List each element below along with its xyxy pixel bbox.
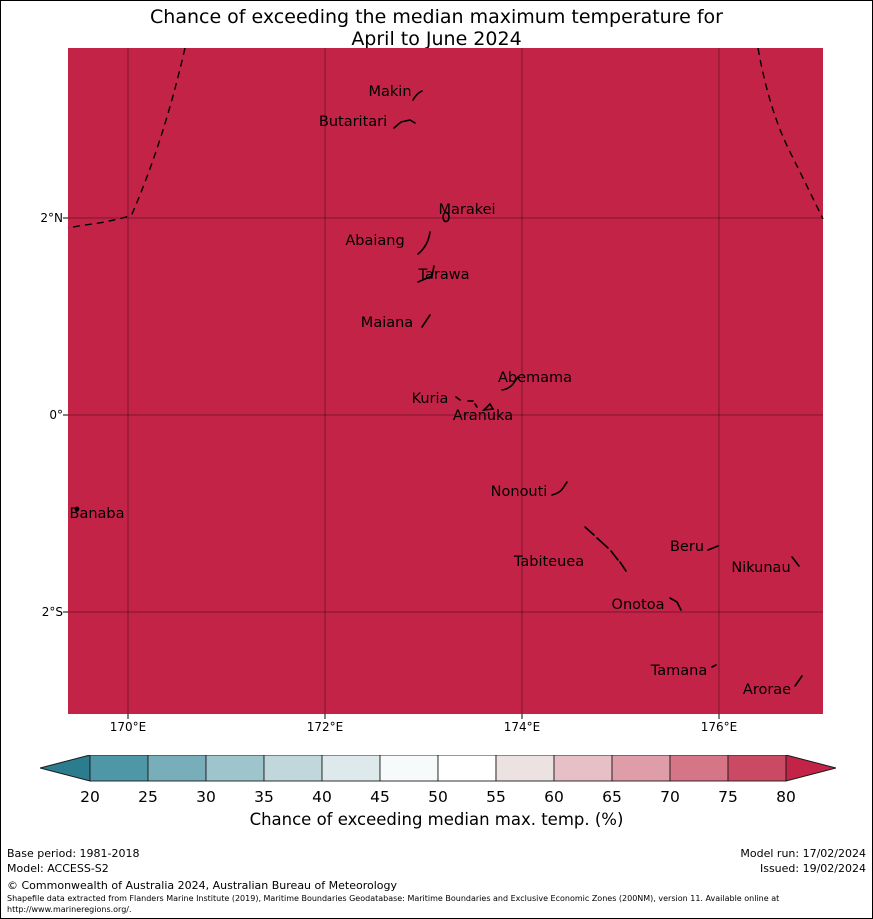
colorbar-tick-55: 55 <box>486 788 506 806</box>
colorbar-cell-50-55 <box>437 754 497 782</box>
island-shape-marakei <box>442 211 450 223</box>
lat-label-2n: 2°N <box>40 211 63 225</box>
colorbar-tick-30: 30 <box>196 788 216 806</box>
eez-boundary-west <box>67 47 186 229</box>
island-shape-kuria <box>455 396 478 408</box>
island-label-tamana: Tamana <box>650 663 708 679</box>
colorbar-cell-60-65 <box>553 754 613 782</box>
model-run-text: Model run: 17/02/2024 <box>740 847 866 860</box>
island-shape-beru <box>707 545 719 551</box>
colorbar-tick-75: 75 <box>718 788 738 806</box>
island-shapes <box>74 90 803 687</box>
island-label-abaiang: Abaiang <box>345 233 405 249</box>
footer-right-meta: Model run: 17/02/2024 Issued: 19/02/2024 <box>740 846 866 876</box>
base-period-text: Base period: 1981-2018 <box>7 847 140 860</box>
colorbar-cell-55-60 <box>495 754 555 782</box>
colorbar-cell-20-25 <box>89 754 149 782</box>
island-label-butaritari: Butaritari <box>318 114 388 130</box>
colorbar-cell-40-45 <box>321 754 381 782</box>
colorbar-tick-50: 50 <box>428 788 448 806</box>
colorbar-cell-45-50 <box>379 754 439 782</box>
island-shape-tarawa <box>417 265 435 283</box>
colorbar-cell-30-35 <box>205 754 265 782</box>
lon-label-176e: 176°E <box>700 720 738 734</box>
lon-label-174e: 174°E <box>503 720 541 734</box>
island-shape-tamana <box>711 664 717 668</box>
island-shape-tabiteuea <box>584 526 627 572</box>
colorbar-cells <box>89 754 787 782</box>
lon-label-172e: 172°E <box>306 720 344 734</box>
colorbar-tick-70: 70 <box>660 788 680 806</box>
colorbar-tick-45: 45 <box>370 788 390 806</box>
map-fill <box>68 48 823 714</box>
island-label-tarawa: Tarawa <box>418 267 470 283</box>
island-shape-arorae <box>794 675 803 687</box>
model-text: Model: ACCESS-S2 <box>7 862 109 875</box>
colorbar-canvas <box>38 754 838 782</box>
island-label-nikunau: Nikunau <box>731 560 791 576</box>
island-shape-nonouti <box>551 481 568 496</box>
colorbar-tick-25: 25 <box>138 788 158 806</box>
island-label-kuria: Kuria <box>411 391 449 407</box>
map-area: Makin Butaritari Marakei Abaiang Tarawa … <box>63 47 824 719</box>
island-shape-maiana <box>421 314 431 328</box>
eez-boundary-east <box>757 47 824 220</box>
island-shape-abemama <box>501 376 519 391</box>
colorbar-label: Chance of exceeding median max. temp. (%… <box>249 810 624 829</box>
colorbar-tick-65: 65 <box>602 788 622 806</box>
lon-label-170e: 170°E <box>109 720 147 734</box>
copyright-text: © Commonwealth of Australia 2024, Austra… <box>7 879 397 892</box>
island-shape-makin <box>412 90 423 101</box>
colorbar-cell-70-75 <box>669 754 729 782</box>
island-label-nonouti: Nonouti <box>490 484 548 500</box>
island-label-onotoa: Onotoa <box>611 597 665 613</box>
figure-title-line2: April to June 2024 <box>351 28 522 50</box>
island-label-banaba: Banaba <box>69 506 125 522</box>
island-label-makin: Makin <box>368 84 412 100</box>
island-label-arorae: Arorae <box>742 682 792 698</box>
island-label-aranuka: Aranuka <box>452 408 514 424</box>
colorbar-left-arrow <box>38 754 91 782</box>
colorbar-tick-20: 20 <box>80 788 100 806</box>
colorbar-right-arrow <box>785 754 838 782</box>
figure-title-line1: Chance of exceeding the median maximum t… <box>150 6 723 28</box>
island-shape-abaiang <box>417 231 431 255</box>
island-shape-onotoa <box>669 597 682 611</box>
lat-label-2s: 2°S <box>41 605 63 619</box>
island-shape-nikunau <box>791 556 800 567</box>
island-label-beru: Beru <box>669 539 705 555</box>
island-label-tabiteuea: Tabiteuea <box>513 554 585 570</box>
axis-ticks <box>63 217 720 719</box>
lat-label-0: 0° <box>49 408 63 422</box>
colorbar-cell-25-30 <box>147 754 207 782</box>
colorbar-tick-80: 80 <box>776 788 796 806</box>
graticule <box>68 48 823 714</box>
island-label-marakei: Marakei <box>438 202 496 218</box>
colorbar-tick-60: 60 <box>544 788 564 806</box>
issued-text: Issued: 19/02/2024 <box>759 862 866 875</box>
footer-left-meta: Base period: 1981-2018 Model: ACCESS-S2 <box>7 846 139 876</box>
colorbar-cell-75-80 <box>727 754 787 782</box>
colorbar-tick-35: 35 <box>254 788 274 806</box>
colorbar-cell-65-70 <box>611 754 671 782</box>
colorbar-tick-40: 40 <box>312 788 332 806</box>
island-shape-banaba <box>74 506 80 512</box>
island-label-abemama: Abemama <box>497 370 573 386</box>
island-label-maiana: Maiana <box>360 315 414 331</box>
colorbar-cell-35-40 <box>263 754 323 782</box>
shapefile-note: Shapefile data extracted from Flanders M… <box>7 894 780 914</box>
island-shape-butaritari <box>393 119 416 129</box>
colorbar <box>38 754 838 782</box>
island-shape-aranuka <box>481 402 495 412</box>
eez-boundaries <box>67 47 824 229</box>
map-canvas <box>63 47 824 719</box>
